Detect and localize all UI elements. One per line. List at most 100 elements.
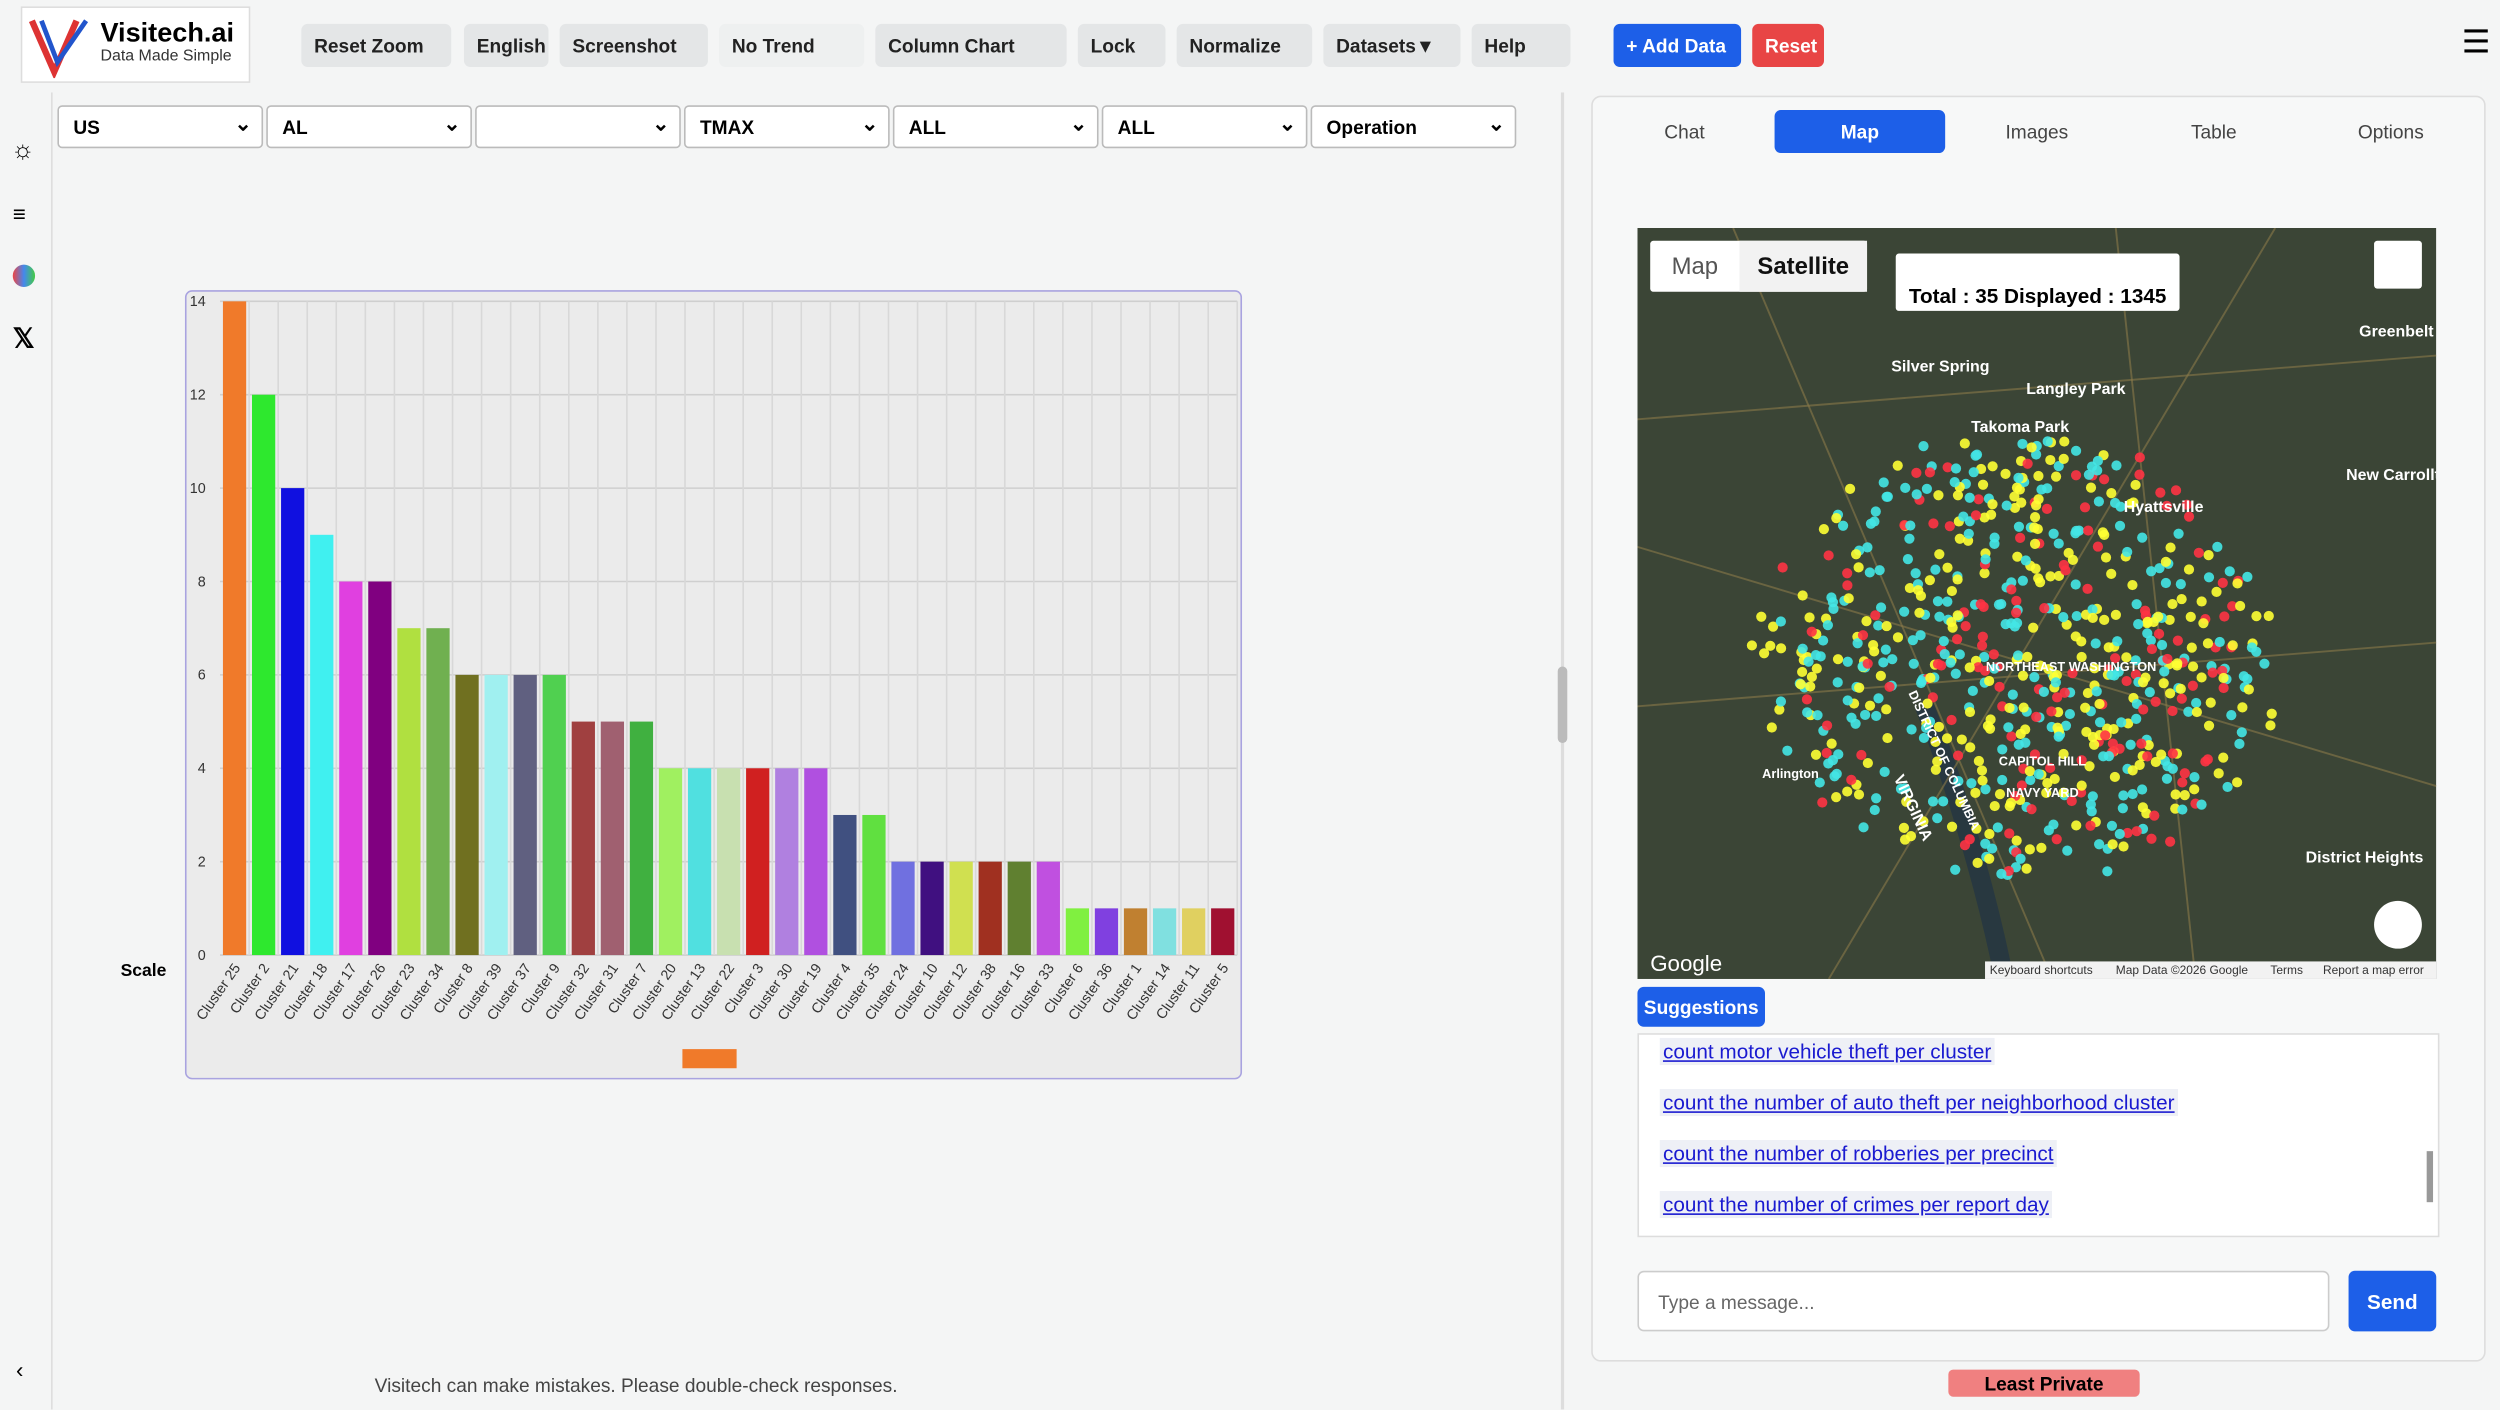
scrollbar-thumb[interactable]	[682, 1049, 737, 1069]
map-point	[1986, 843, 1998, 854]
map-point	[1843, 593, 1854, 604]
map-point	[1814, 777, 1825, 788]
map-point	[2029, 512, 2041, 523]
map-point	[2142, 751, 2153, 762]
map-point	[2034, 577, 2046, 588]
map-toggle-map[interactable]: Map	[1672, 253, 1719, 280]
tab[interactable]: Table	[2190, 120, 2237, 143]
toolbar-button[interactable]: Reset Zoom	[301, 23, 452, 67]
map-point	[1892, 460, 1903, 471]
message-input[interactable]: Type a message...	[1637, 1270, 2330, 1332]
map-point	[2004, 702, 2015, 714]
toolbar-button[interactable]: Datasets▼	[1323, 23, 1461, 67]
map-point	[1862, 658, 1873, 669]
map-point	[2144, 687, 2155, 698]
suggestion[interactable]: count the number of robberies per precin…	[1659, 1139, 2057, 1168]
map-point	[1918, 441, 1929, 452]
map-point	[2122, 546, 2133, 558]
map-point	[1967, 685, 1978, 696]
filter-select[interactable]	[475, 105, 681, 149]
map-point	[2186, 642, 2197, 653]
map-point	[1933, 490, 1944, 501]
map-point	[2164, 614, 2175, 626]
map-point	[2013, 472, 2024, 483]
x-icon[interactable]: 𝕏	[12, 323, 35, 354]
map-point	[1868, 639, 1879, 651]
map-point	[2137, 677, 2149, 688]
map-point	[1970, 510, 1982, 521]
map-road	[2114, 227, 2197, 979]
map-point	[1852, 638, 1863, 649]
color-icon[interactable]	[12, 264, 36, 287]
map-point	[1795, 679, 1806, 690]
map-point	[2050, 471, 2062, 482]
map-point	[1952, 634, 1963, 645]
filter-select[interactable]: ALL	[1101, 105, 1308, 149]
map-point	[1801, 694, 1813, 705]
map-point	[2066, 795, 2077, 807]
tab[interactable]: Map	[1774, 110, 1946, 154]
map-point	[2259, 658, 2270, 669]
add-data-button[interactable]: + Add Data	[1613, 23, 1742, 67]
map-point	[2029, 522, 2040, 533]
map-place: District Heights	[2306, 850, 2424, 867]
map-point	[2011, 482, 2023, 493]
map-point	[1911, 467, 1922, 478]
map-point	[2118, 790, 2129, 801]
privacy-select[interactable]: Least Private	[1948, 1369, 2140, 1397]
tab[interactable]: Images	[2005, 120, 2069, 143]
map-point	[1900, 482, 1911, 493]
menu-icon[interactable]: ☰	[2461, 25, 2491, 61]
reset-button[interactable]: Reset	[1752, 23, 1824, 67]
toolbar-button[interactable]: English	[463, 23, 549, 67]
tab[interactable]: Chat	[1664, 120, 1705, 143]
filter-select[interactable]: Operation	[1310, 105, 1517, 149]
toolbar-button[interactable]: No Trend	[719, 23, 865, 67]
map-point	[1865, 518, 1877, 529]
map-point	[2183, 564, 2195, 575]
map-point	[2071, 525, 2082, 536]
toolbar-button[interactable]: Column Chart	[875, 23, 1067, 67]
map-point	[2093, 496, 2104, 507]
map-point	[2131, 713, 2142, 724]
filter-select[interactable]: AL	[266, 105, 472, 149]
resize-handle[interactable]	[1557, 666, 1568, 743]
theme-icon[interactable]: ☼	[11, 137, 35, 165]
map-point	[1925, 672, 1936, 683]
map-place: CAPITOL HILL	[1999, 753, 2087, 768]
filter-select[interactable]: US	[57, 105, 264, 149]
toolbar-button[interactable]: Help	[1471, 23, 1571, 67]
map-point	[2153, 611, 2164, 622]
map-point	[1775, 616, 1786, 627]
map-point	[2000, 468, 2011, 480]
map-place: Takoma Park	[1971, 419, 2069, 436]
camera-control[interactable]	[2374, 900, 2422, 949]
settings-icon[interactable]: ≡	[12, 200, 26, 227]
send-button[interactable]: Send	[2348, 1270, 2437, 1332]
map-point	[2106, 820, 2118, 831]
toolbar-button[interactable]: Normalize	[1176, 23, 1313, 67]
map[interactable]: Silver Spring Takoma Park Langley Park Hyat…	[1637, 227, 2437, 979]
filter-select[interactable]: TMAX	[683, 105, 890, 149]
map-point	[1862, 757, 1873, 769]
map-toggle-satellite[interactable]: Satellite	[1757, 253, 1849, 280]
map-point	[2016, 497, 2027, 508]
filter-select[interactable]: ALL	[892, 105, 1099, 149]
bar	[513, 674, 537, 956]
suggestion[interactable]: count the number of crimes per report da…	[1659, 1191, 2053, 1219]
map-point	[2165, 836, 2176, 847]
map-point	[1949, 477, 1960, 488]
collapse-icon[interactable]: ‹	[15, 1356, 24, 1383]
map-point	[1955, 797, 1966, 808]
suggestion[interactable]: count the number of auto theft per neigh…	[1659, 1088, 2178, 1117]
tab[interactable]: Options	[2357, 120, 2424, 143]
suggestion[interactable]: count motor vehicle theft per cluster	[1659, 1037, 1995, 1066]
toolbar-button[interactable]: Lock	[1077, 23, 1166, 67]
map-point	[2265, 720, 2276, 731]
map-point	[1765, 640, 1776, 651]
fullscreen-button[interactable]	[2374, 240, 2422, 289]
map-point	[2039, 603, 2050, 614]
toolbar-button[interactable]: Screenshot	[559, 23, 708, 67]
